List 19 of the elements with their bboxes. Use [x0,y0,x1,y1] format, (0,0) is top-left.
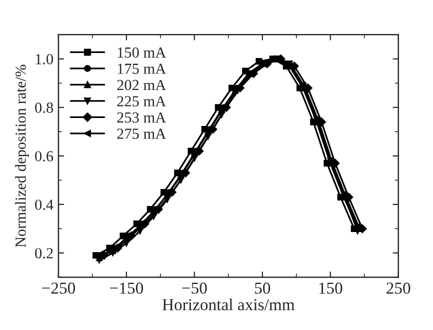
y-tick-label: 0.4 [35,200,54,210]
legend-label: 150 mA [118,47,166,58]
y-tick-label: 0.8 [35,102,54,113]
y-tick-label: 1.0 [36,54,54,64]
legend-label: 202 mA [117,80,166,90]
x-tick-label: 250 [386,282,410,294]
x-axis-title: Horizontal axis/mm [162,298,295,310]
x-tick-label: −150 [110,282,143,294]
y-tick-label: 0.2 [35,248,53,258]
legend-label: 225 mA [117,96,166,106]
legend-label: 175 mA [118,64,166,74]
x-tick-label: −250 [42,282,76,294]
x-tick-label: 50 [255,282,270,294]
x-tick-label: 150 [319,282,342,294]
legend-label: 253 mA [117,112,166,123]
y-tick-label: 0.6 [35,151,54,162]
x-tick-label: −50 [182,282,207,294]
legend-label: 275 mA [117,128,166,139]
y-axis-title: Normalized deposition rate/% [15,64,29,248]
